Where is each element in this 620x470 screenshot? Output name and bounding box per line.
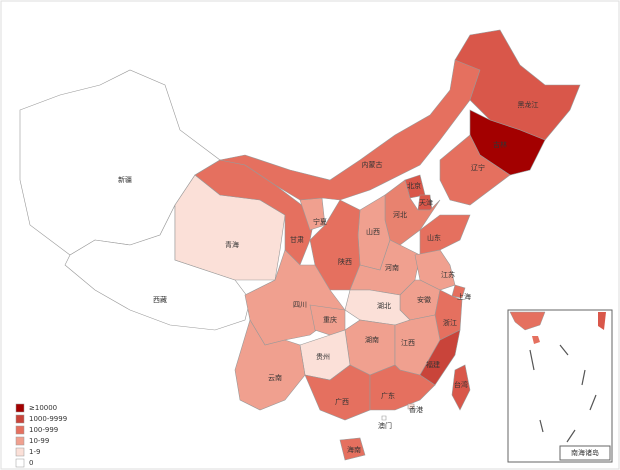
province <box>451 284 466 299</box>
province-label: 安徽 <box>417 295 431 304</box>
province-label: 云南 <box>268 373 282 382</box>
inset-land <box>509 311 546 331</box>
province-label: 陕西 <box>338 257 352 266</box>
province-label: 北京 <box>407 181 421 190</box>
province-label: 贵州 <box>316 352 330 361</box>
province-label: 山东 <box>427 233 441 242</box>
legend-swatch <box>15 436 25 446</box>
province-label: 青海 <box>225 240 239 249</box>
province-label: 内蒙古 <box>362 160 383 169</box>
province <box>407 403 415 410</box>
province-label: 湖北 <box>377 301 391 310</box>
legend-swatch <box>15 425 25 435</box>
province-label: 上海 <box>457 292 471 301</box>
province-label: 江西 <box>401 339 415 347</box>
province-label: 香港 <box>409 405 423 414</box>
province-label: 福建 <box>426 360 440 369</box>
province <box>339 437 366 461</box>
legend-label: 0 <box>29 459 33 467</box>
province <box>451 364 471 411</box>
province-label: 四川 <box>293 301 307 309</box>
legend-label: 100-999 <box>29 426 58 434</box>
legend-swatch <box>15 458 25 468</box>
legend-label: ≥10000 <box>29 404 57 412</box>
province-label: 台湾 <box>454 380 468 389</box>
inset-land <box>532 336 540 344</box>
province-label: 湖南 <box>365 335 379 344</box>
province-label: 西藏 <box>153 295 167 304</box>
province <box>234 319 306 411</box>
province <box>439 134 511 206</box>
dash-line <box>529 344 597 443</box>
province-label: 重庆 <box>323 315 337 324</box>
provinces <box>19 29 581 461</box>
province-label: 海南 <box>347 445 361 454</box>
inset-label-box <box>559 445 611 461</box>
legend-swatch <box>15 403 25 413</box>
legend-label: 1-9 <box>29 448 40 456</box>
legend-label: 1000-9999 <box>29 415 67 423</box>
province-label: 黑龙江 <box>518 100 539 109</box>
province <box>454 29 581 141</box>
province <box>369 364 436 411</box>
province-label: 广西 <box>335 397 349 406</box>
province-label: 天津 <box>419 199 433 207</box>
legend: ≥10000 1000-9999 100-999 10-99 1-9 0 <box>15 403 67 468</box>
province-label: 辽宁 <box>471 163 485 172</box>
inset-label: 南海诸岛 <box>571 448 599 457</box>
province-label: 河南 <box>385 263 399 272</box>
province-label: 江苏 <box>441 270 455 279</box>
province-label: 广东 <box>381 391 395 400</box>
province <box>381 415 387 421</box>
inset-frame <box>507 309 613 463</box>
province-label: 山西 <box>366 227 380 236</box>
province-label: 新疆 <box>118 175 132 184</box>
province-label: 宁夏 <box>313 217 327 226</box>
province-label: 吉林 <box>493 140 507 149</box>
province-label: 浙江 <box>443 318 457 327</box>
south-sea-inset: 南海诸岛 <box>507 309 613 463</box>
legend-swatch <box>15 447 25 457</box>
legend-swatch <box>15 414 25 424</box>
inset-land <box>598 312 606 330</box>
legend-label: 10-99 <box>29 437 49 445</box>
province-label: 河北 <box>393 211 407 219</box>
province-label: 甘肃 <box>290 235 304 244</box>
province-label: 澳门 <box>378 421 392 430</box>
